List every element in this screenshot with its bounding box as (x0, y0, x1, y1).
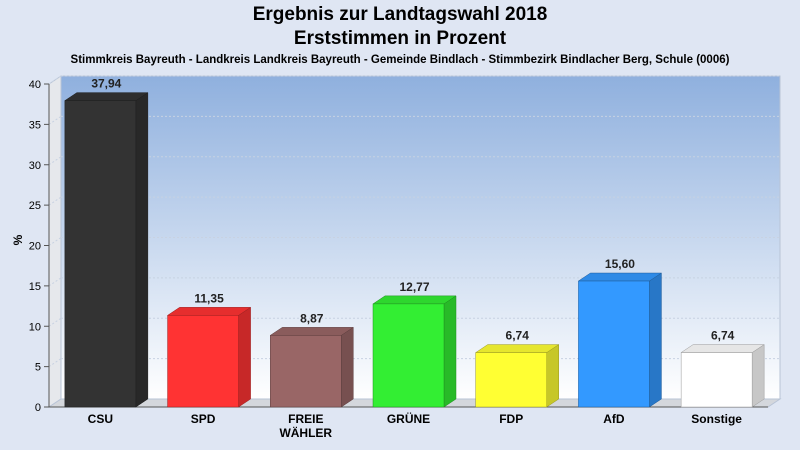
bar-sonstige (680, 344, 765, 408)
bar-afd (577, 272, 663, 408)
y-tick-label: 30 (29, 160, 41, 172)
chart-caption: Stimmkreis Bayreuth - Landkreis Landkrei… (70, 54, 730, 66)
bar-side (751, 344, 765, 408)
category-label: GRÜNE (387, 411, 430, 426)
bar-front (372, 303, 445, 408)
bar-grüne (372, 295, 457, 408)
grid-line (48, 115, 62, 125)
y-tick-label: 35 (29, 119, 41, 131)
bar-side (443, 295, 457, 408)
y-tick-label: 0 (35, 402, 41, 414)
bar-side (341, 326, 354, 408)
y-tick-label: 10 (29, 321, 41, 333)
y-tick-label: 40 (29, 79, 41, 91)
bar-fdp (474, 344, 560, 408)
bar-spd (166, 306, 252, 408)
bar-front (578, 280, 650, 408)
chart-subtitle: Erststimmen in Prozent (293, 28, 507, 49)
grid-line (48, 358, 62, 368)
y-tick-label: 15 (29, 281, 41, 293)
bar-side (546, 344, 559, 408)
bar-top (64, 92, 149, 101)
grid-lines (48, 75, 780, 368)
bar-front (167, 315, 239, 408)
bar-top (680, 344, 765, 353)
bar-front (64, 100, 137, 408)
category-label: Sonstige (691, 412, 742, 426)
bar-front (270, 335, 342, 408)
category-label: FDP (499, 412, 523, 426)
bar-top (166, 307, 252, 316)
category-label: AfD (603, 412, 625, 426)
bar-csu (64, 92, 149, 408)
bar-top (269, 327, 355, 336)
bar-side (238, 306, 251, 408)
bar-front (475, 352, 547, 408)
grid-line (48, 196, 62, 206)
bar-side (135, 92, 149, 408)
chart-title: Ergebnis zur Landtagswahl 2018 (252, 4, 548, 25)
value-label: 37,94 (91, 77, 121, 91)
y-axis-label: % (11, 234, 25, 245)
grid-line (48, 277, 62, 287)
category-label: CSU (88, 412, 113, 426)
grid-line (48, 75, 62, 85)
value-label: 8,87 (300, 311, 324, 325)
y-tick-label: 25 (29, 200, 41, 212)
plot-left-wall (48, 75, 62, 408)
category-label: FREIE WÄHLER (279, 412, 332, 440)
value-label: 12,77 (399, 280, 429, 294)
grid-line (48, 237, 62, 246)
bar-top (474, 344, 560, 353)
value-label: 15,60 (605, 257, 635, 271)
bar-top (577, 272, 663, 282)
bar-top (372, 295, 457, 305)
value-label: 6,74 (506, 329, 530, 343)
category-label: SPD (191, 412, 216, 426)
y-tick-label: 5 (35, 362, 41, 374)
value-label: 6,74 (711, 329, 735, 343)
grid-line (48, 317, 62, 327)
grid-line (48, 156, 62, 166)
value-label: 11,35 (194, 291, 224, 305)
bar-side (649, 272, 662, 408)
bar-freie (269, 326, 355, 408)
bar-front (680, 352, 753, 408)
y-tick-label: 20 (29, 241, 41, 253)
